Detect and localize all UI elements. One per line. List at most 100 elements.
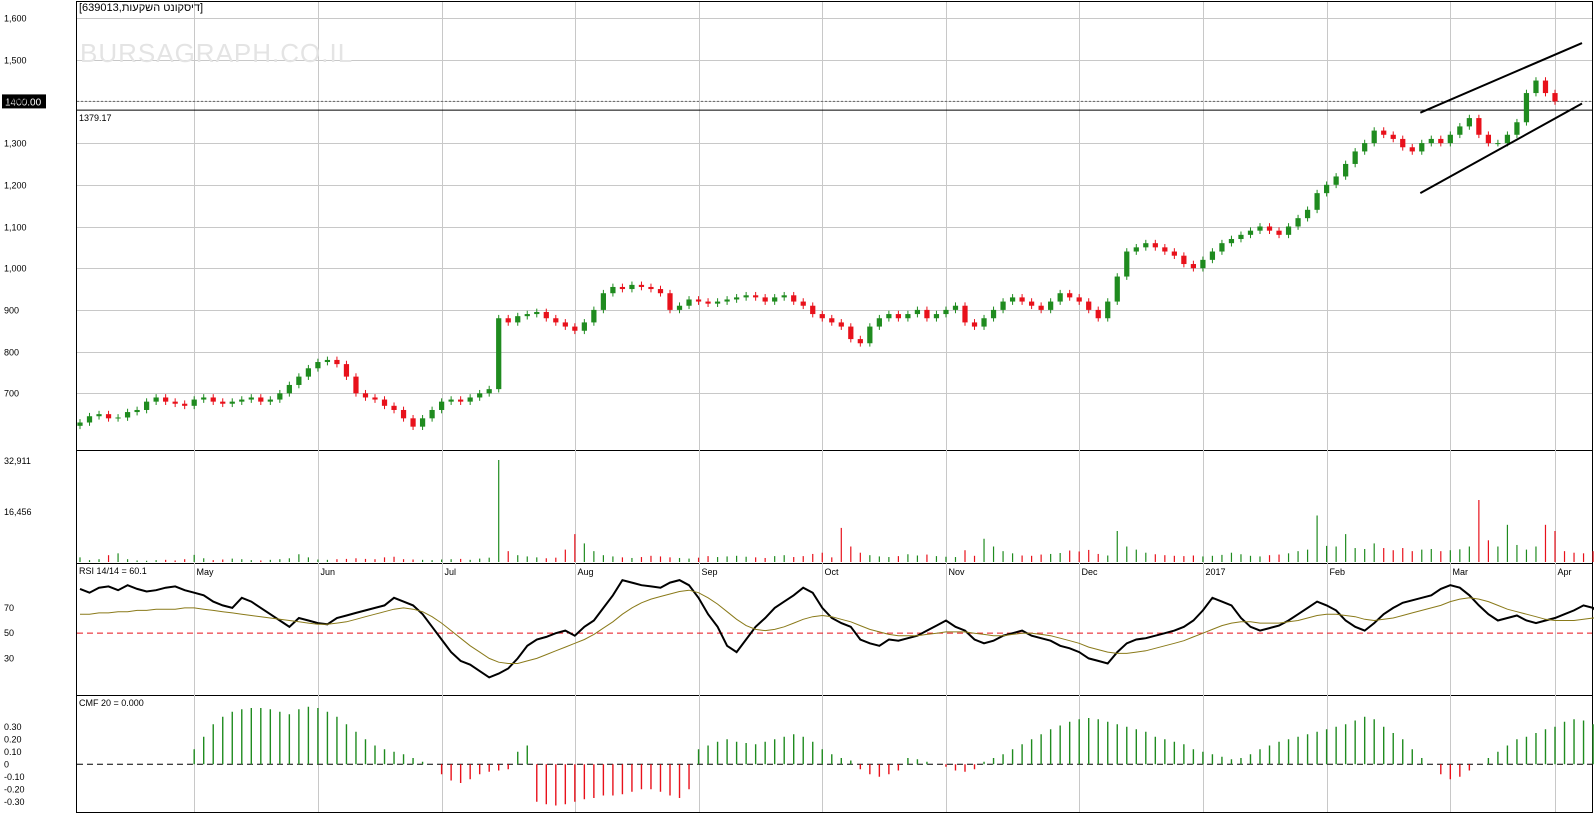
candle-body — [667, 293, 673, 310]
candle-body — [886, 314, 892, 319]
candle-body — [438, 401, 445, 410]
candle-body — [781, 295, 787, 298]
candle-body — [296, 376, 302, 385]
candle-body — [124, 412, 131, 418]
candle-body — [553, 318, 559, 323]
price-tick-label: 800 — [4, 348, 19, 358]
candle-body — [1133, 247, 1139, 252]
candle-body — [201, 397, 207, 400]
candle-body — [619, 286, 626, 290]
candle-body — [1048, 301, 1054, 310]
candle-body — [343, 364, 350, 377]
candle-body — [105, 414, 112, 419]
candle-body — [163, 397, 169, 402]
candle-body — [362, 393, 369, 398]
candle-body — [524, 314, 530, 317]
candle-body — [1124, 251, 1130, 277]
candle-body — [153, 397, 159, 402]
candle-body — [895, 314, 902, 319]
rsi-tick-label: 50 — [4, 628, 14, 638]
candle-body — [838, 322, 844, 327]
candle-body — [876, 318, 882, 327]
price-tick-label: 1,100 — [4, 223, 27, 233]
rsi-label: RSI 14/14 = 60.1 — [79, 566, 147, 576]
cmf-tick-label: -0.20 — [4, 784, 25, 794]
candle-body — [762, 297, 768, 302]
candle-body — [1371, 130, 1377, 144]
candle-body — [419, 418, 426, 427]
candle-body — [1485, 134, 1492, 144]
candle-body — [458, 399, 464, 402]
candle-body — [629, 284, 635, 290]
price-tick-label: 1,300 — [4, 139, 27, 149]
candle-body — [905, 314, 911, 319]
candle-body — [638, 284, 645, 287]
candle-body — [96, 414, 102, 417]
candle-body — [600, 293, 607, 310]
channel-line — [1419, 102, 1583, 195]
candle-body — [1457, 126, 1463, 135]
candle-body — [581, 322, 587, 331]
candle-body — [1466, 118, 1472, 127]
candle-body — [1419, 143, 1425, 152]
cmf-tick-label: -0.10 — [4, 772, 25, 782]
candle-body — [1000, 301, 1006, 310]
candle-body — [1352, 151, 1358, 164]
price-tick-label: 1,200 — [4, 181, 27, 191]
month-tick-label: Jun — [321, 567, 336, 577]
candle-body — [77, 422, 83, 426]
candle-body — [753, 295, 759, 298]
candle-body — [857, 339, 863, 344]
candle-body — [1266, 226, 1273, 231]
candle-body — [1209, 251, 1216, 260]
candle-body — [1409, 147, 1415, 152]
month-tick-label: Feb — [1330, 567, 1346, 577]
candle-body — [562, 322, 568, 327]
candle-body — [1276, 230, 1282, 235]
candle-body — [1019, 297, 1025, 302]
candle-body — [267, 399, 273, 402]
candle-body — [1038, 305, 1044, 310]
candle-body — [657, 289, 664, 294]
month-tick-label: Aug — [578, 567, 594, 577]
candle-body — [1476, 118, 1482, 135]
candle-body — [1009, 297, 1016, 302]
candle-body — [962, 305, 968, 323]
candle-body — [1304, 209, 1311, 219]
candle-body — [229, 401, 235, 404]
candle-body — [1542, 80, 1549, 94]
candle-body — [1552, 93, 1558, 102]
candle-body — [981, 318, 987, 327]
candle-body — [1228, 239, 1235, 244]
candle-body — [372, 397, 378, 400]
candle-body — [1323, 184, 1330, 194]
candle-body — [791, 295, 797, 302]
month-tick-label: Dec — [1082, 567, 1099, 577]
candle-body — [1447, 134, 1453, 144]
candle-body — [572, 326, 578, 331]
candle-body — [505, 318, 511, 323]
candle-body — [591, 309, 597, 323]
month-tick-label: Jul — [445, 567, 457, 577]
candle-body — [1533, 80, 1539, 94]
candle-body — [353, 376, 359, 394]
candle-body — [220, 401, 226, 404]
candle-body — [448, 399, 454, 402]
candle-body — [143, 401, 150, 410]
candle-body — [258, 397, 264, 402]
candle-body — [1343, 163, 1349, 177]
candle-body — [1219, 243, 1225, 252]
cmf-label: CMF 20 = 0.000 — [79, 698, 144, 708]
candle-body — [115, 417, 121, 419]
candle-body — [686, 299, 692, 306]
candle-body — [1428, 138, 1434, 144]
candle-body — [971, 322, 978, 327]
candle-body — [334, 359, 340, 365]
candle-body — [182, 403, 188, 406]
price-tick-label: 1,600 — [4, 14, 27, 24]
candle-body — [924, 309, 930, 319]
candle-body — [1514, 122, 1520, 135]
candle-body — [1152, 243, 1158, 248]
candle-body — [315, 362, 321, 369]
